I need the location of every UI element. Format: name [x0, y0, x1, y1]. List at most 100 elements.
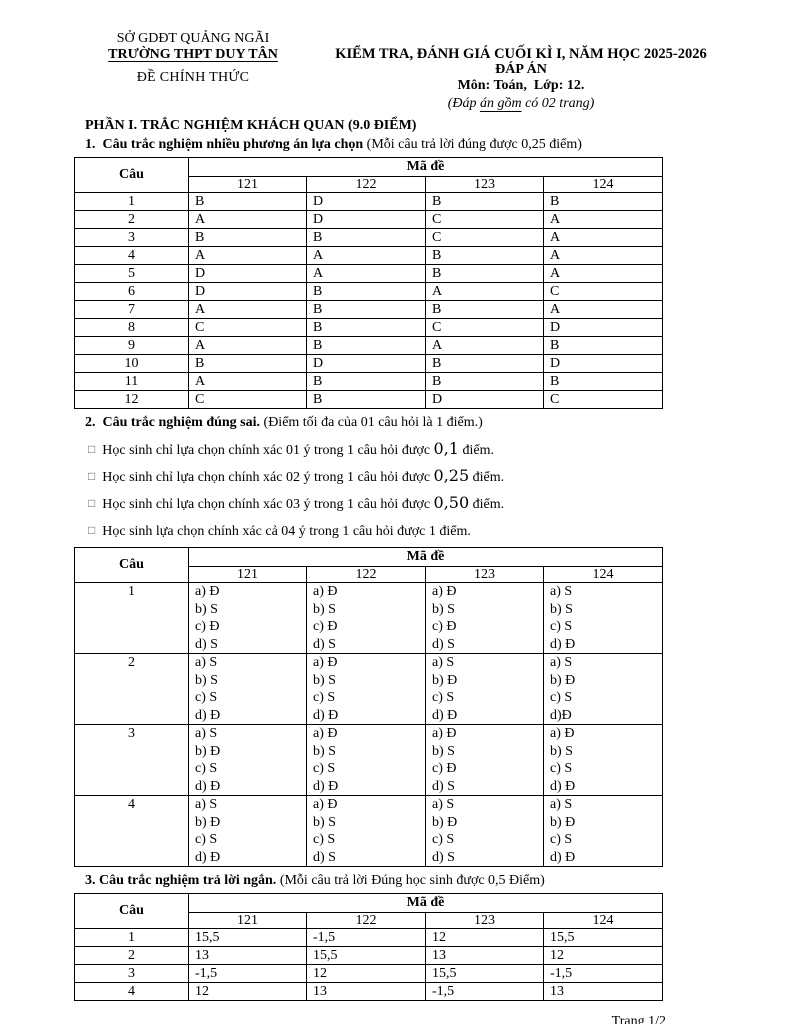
answer-cell: 13 — [306, 982, 426, 1001]
answer-line: b) S — [432, 743, 455, 759]
question-number-cell: 1 — [74, 928, 189, 947]
answer-line: a) S — [550, 584, 573, 599]
question-number-cell: 2 — [74, 946, 189, 965]
answer-cell: a) S b) Đ c) S d) S — [425, 795, 544, 867]
answer-cell: A — [425, 336, 544, 355]
exam-code-group-header: Mã đề — [187, 547, 664, 567]
answer-line: c) S — [550, 761, 573, 776]
exam-code-row: 121 122 123 124 — [75, 912, 664, 929]
answer-line: c) S — [313, 832, 336, 847]
answer-cell: D — [306, 210, 426, 229]
question-number-cell: 3 — [74, 724, 189, 796]
exam-code: 124 — [542, 566, 664, 583]
subject-grade-line: Môn: Toán, Lớp: 12. — [457, 78, 585, 93]
answer-cell: 12 — [306, 964, 426, 983]
header-right-block: KIỂM TRA, ĐÁNH GIÁ CUỐI KÌ I, NĂM HỌC 20… — [320, 46, 722, 113]
exam-code: 123 — [425, 566, 544, 583]
answer-cell: A — [542, 246, 664, 265]
exam-code-group-header: Mã đề — [187, 893, 664, 913]
answer-cell: A — [542, 264, 664, 283]
section1-heading: 1. Câu trắc nghiệm nhiều phương án lựa c… — [85, 136, 792, 154]
answer-line: d) S — [432, 636, 455, 652]
answer-cell: B — [306, 372, 426, 391]
answer-line: c) Đ — [432, 761, 457, 776]
answer-cell: 15,5 — [542, 928, 664, 947]
answer-cell: D — [425, 390, 544, 409]
answer-line: d) Đ — [550, 636, 576, 652]
question-number-cell: 11 — [74, 372, 189, 391]
answer-cell: 12 — [188, 982, 307, 1001]
school-name: TRƯỜNG THPT DUY TÂN — [108, 47, 278, 62]
scoring-rule-item: □ Học sinh chỉ lựa chọn chính xác 02 ý tr… — [88, 463, 792, 490]
answer-cell: A — [542, 210, 664, 229]
answer-line: b) S — [195, 672, 218, 688]
exam-code: 122 — [306, 912, 426, 929]
question-column-header: Câu — [74, 893, 189, 929]
table-row: 3 -1,5 12 15,5 -1,5 — [74, 964, 664, 983]
answer-cell: B — [425, 354, 544, 373]
note-underlined-part: án gồm — [479, 96, 522, 111]
table-row: 1 15,5 -1,5 12 15,5 — [74, 928, 664, 947]
table-row: 4 12 13 -1,5 13 — [74, 982, 664, 1001]
table-row: 3 a) S b) Đ c) S d) Đ a) Đ b) S c) S d) Đ a) Đ b) … — [74, 724, 664, 796]
answer-cell: -1,5 — [542, 964, 664, 983]
answer-line: d) S — [195, 636, 218, 652]
answer-line: d) S — [313, 636, 336, 652]
answer-line: d) Đ — [195, 707, 221, 723]
exam-code-group-header: Mã đề — [187, 157, 664, 177]
answer-cell: A — [306, 246, 426, 265]
exam-code: 121 — [188, 566, 307, 583]
table-header-row: Câu Mã đề — [74, 893, 664, 929]
note-prefix: (Đáp — [447, 96, 480, 111]
square-bullet-icon: □ — [88, 442, 96, 456]
answer-line: d) S — [432, 849, 455, 865]
answer-line: c) Đ — [432, 619, 457, 634]
question-number-cell: 4 — [74, 246, 189, 265]
question-number-cell: 9 — [74, 336, 189, 355]
answer-cell: B — [425, 246, 544, 265]
answer-cell: A — [188, 246, 307, 265]
scoring-rules-list: □ Học sinh chỉ lựa chọn chính xác 01 ý tr… — [88, 436, 792, 544]
short-answer-table: Câu Mã đề 121 122 123 124 1 15,5 -1,5 12 15,… — [74, 893, 664, 1001]
answer-line: a) S — [432, 797, 455, 812]
answer-line: d) Đ — [195, 849, 221, 865]
question-number-cell: 2 — [74, 653, 189, 725]
answer-cell: C — [425, 210, 544, 229]
answer-line: a) Đ — [550, 726, 575, 741]
table-header-row: Câu Mã đề — [74, 157, 664, 193]
square-bullet-icon: □ — [88, 469, 96, 483]
answer-cell: A — [306, 264, 426, 283]
answer-cell: C — [425, 228, 544, 247]
answer-line: b) Đ — [432, 814, 458, 830]
answer-cell: a) S b) Đ c) S d)Đ — [542, 653, 664, 725]
exam-code: 124 — [542, 912, 664, 929]
answer-cell: B — [542, 336, 664, 355]
answer-cell: a) S b) Đ c) S d) Đ — [188, 724, 307, 796]
answer-line: d) S — [432, 778, 455, 794]
answer-line: d) S — [313, 849, 336, 865]
section1-heading-bold: 1. Câu trắc nghiệm nhiều phương án lựa c… — [85, 137, 364, 152]
answer-cell: B — [425, 264, 544, 283]
answer-cell: a) S b) Đ c) S d) Đ — [425, 653, 544, 725]
exam-code: 124 — [542, 176, 664, 193]
answer-line: b) S — [313, 672, 336, 688]
answer-cell: B — [542, 372, 664, 391]
answer-key-label: ĐÁP ÁN — [495, 62, 547, 77]
exam-title: KIỂM TRA, ĐÁNH GIÁ CUỐI KÌ I, NĂM HỌC 20… — [335, 46, 707, 62]
answer-cell: B — [425, 192, 544, 211]
answer-cell: B — [188, 354, 307, 373]
answer-cell: A — [188, 210, 307, 229]
answer-line: b) S — [432, 601, 455, 617]
answer-cell: a) S b) S c) S d) Đ — [542, 582, 664, 654]
answer-line: d)Đ — [550, 707, 572, 723]
answer-cell: B — [542, 192, 664, 211]
section2-heading: 2. Câu trắc nghiệm đúng sai. (Điểm tối đ… — [85, 414, 792, 432]
answer-line: c) S — [432, 832, 455, 847]
answer-cell: a) S b) S c) S d) Đ — [188, 653, 307, 725]
section3-heading-note: (Mỗi câu trả lời Đúng học sinh được 0,5 … — [276, 873, 545, 888]
answer-cell: 13 — [542, 982, 664, 1001]
